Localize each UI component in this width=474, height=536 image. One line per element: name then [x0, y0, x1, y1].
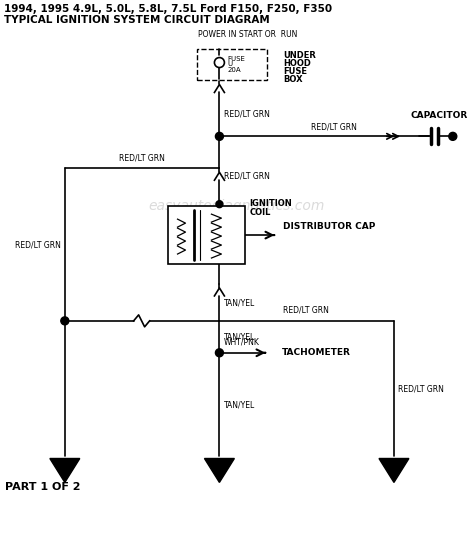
Polygon shape	[204, 458, 234, 482]
Bar	[167, 206, 246, 264]
Circle shape	[215, 132, 223, 140]
Text: FUSE: FUSE	[228, 56, 245, 62]
Text: UNDER: UNDER	[283, 50, 316, 59]
Text: B: B	[215, 465, 224, 475]
Circle shape	[449, 132, 457, 140]
Text: FUSE: FUSE	[283, 66, 307, 76]
Text: PART 1 OF 2: PART 1 OF 2	[5, 482, 81, 493]
Text: BOX: BOX	[283, 75, 303, 84]
Text: CAPACITOR: CAPACITOR	[410, 111, 467, 121]
Text: DISTRIBUTOR CAP: DISTRIBUTOR CAP	[283, 222, 375, 231]
Text: RED/LT GRN: RED/LT GRN	[15, 241, 61, 250]
Text: TYPICAL IGNITION SYSTEM CIRCUIT DIAGRAM: TYPICAL IGNITION SYSTEM CIRCUIT DIAGRAM	[4, 14, 270, 25]
Text: 1994, 1995 4.9L, 5.0L, 5.8L, 7.5L Ford F150, F250, F350: 1994, 1995 4.9L, 5.0L, 5.8L, 7.5L Ford F…	[4, 4, 332, 14]
Text: C: C	[390, 465, 398, 475]
Text: RED/LT GRN: RED/LT GRN	[398, 384, 444, 393]
Text: A: A	[61, 465, 69, 475]
Polygon shape	[50, 458, 80, 482]
Text: HOOD: HOOD	[283, 58, 311, 68]
Text: RED/LT GRN: RED/LT GRN	[283, 306, 329, 315]
Text: RED/LT GRN: RED/LT GRN	[224, 172, 270, 181]
Text: TAN/YEL: TAN/YEL	[224, 400, 255, 409]
Text: U: U	[228, 61, 233, 66]
Text: POWER IN START OR  RUN: POWER IN START OR RUN	[198, 29, 297, 39]
Text: IGNITION: IGNITION	[249, 199, 292, 207]
Text: 20A: 20A	[228, 66, 241, 72]
Polygon shape	[379, 458, 409, 482]
Text: easyautodiagnostics.com: easyautodiagnostics.com	[148, 199, 325, 213]
Circle shape	[61, 317, 69, 325]
FancyBboxPatch shape	[198, 49, 267, 80]
Text: COIL: COIL	[249, 207, 271, 217]
Text: RED/LT GRN: RED/LT GRN	[311, 122, 357, 131]
Text: TACHOMETER: TACHOMETER	[282, 348, 351, 358]
Text: TAN/YEL: TAN/YEL	[224, 332, 255, 341]
Circle shape	[215, 349, 223, 357]
Text: RED/LT GRN: RED/LT GRN	[224, 110, 270, 119]
Text: TAN/YEL: TAN/YEL	[224, 299, 255, 308]
Circle shape	[216, 200, 223, 207]
Text: WHT/PNK: WHT/PNK	[223, 338, 259, 347]
Text: RED/LT GRN: RED/LT GRN	[118, 153, 164, 162]
